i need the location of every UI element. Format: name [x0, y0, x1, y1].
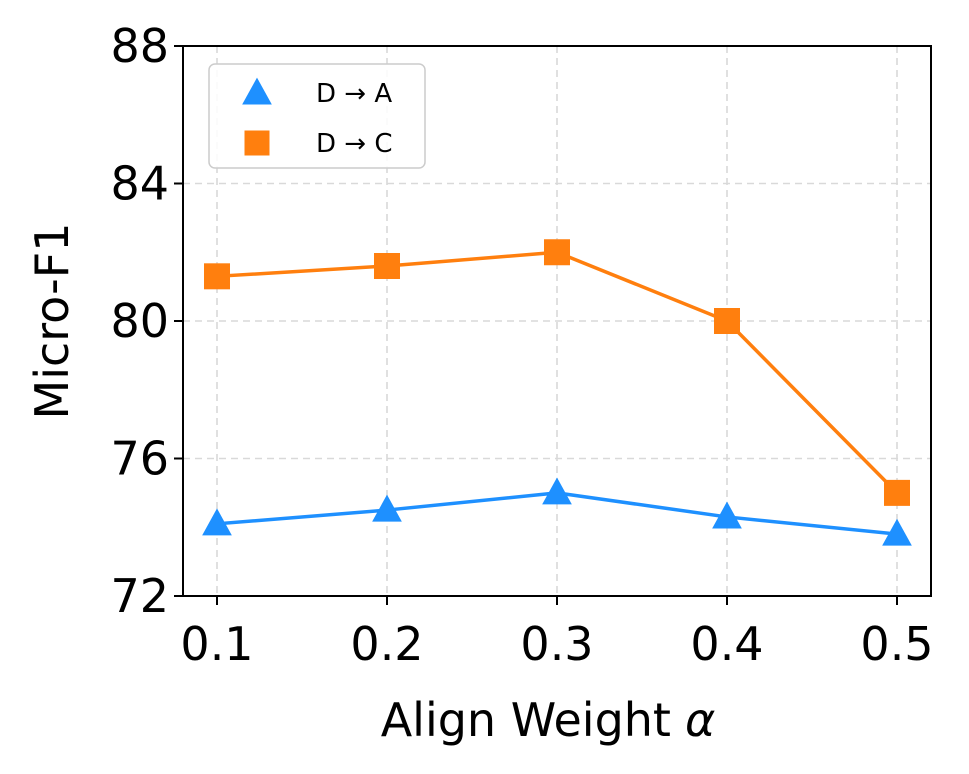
legend-label: D → C [316, 129, 393, 159]
x-tick-label: 0.4 [690, 617, 763, 671]
y-tick-label: 76 [110, 432, 169, 486]
data-point [544, 239, 570, 266]
y-tick-label: 80 [110, 294, 169, 348]
data-point [712, 501, 742, 529]
y-tick-label: 88 [110, 19, 169, 73]
x-axis-label-text: Align Weight [381, 693, 671, 747]
x-tick-label: 0.5 [860, 617, 933, 671]
legend-label: D → A [316, 79, 392, 109]
data-point [884, 479, 910, 506]
data-point [204, 263, 230, 290]
ticks: 0.1 0.2 0.3 0.4 0.5 72 76 80 84 88 [110, 19, 933, 671]
x-axis-label: Align Weight α [381, 693, 716, 747]
series-2 [204, 239, 910, 506]
data-point [374, 253, 400, 279]
data-point [714, 308, 740, 334]
data-point [882, 518, 912, 546]
series-1 [202, 477, 912, 546]
x-tick-label: 0.2 [350, 617, 423, 671]
legend: D → A D → C [208, 63, 426, 169]
data-point [542, 477, 572, 505]
data-point [372, 494, 402, 522]
legend-marker [242, 77, 272, 105]
x-axis-label-symbol: α [685, 693, 715, 747]
x-tick-label: 0.3 [520, 617, 593, 671]
y-axis-label: Micro-F1 [25, 223, 79, 420]
data-point [202, 508, 232, 536]
legend-marker [244, 130, 270, 156]
x-tick-label: 0.1 [180, 617, 253, 671]
y-tick-label: 72 [110, 569, 169, 623]
y-tick-label: 84 [110, 157, 169, 211]
series [202, 239, 912, 546]
